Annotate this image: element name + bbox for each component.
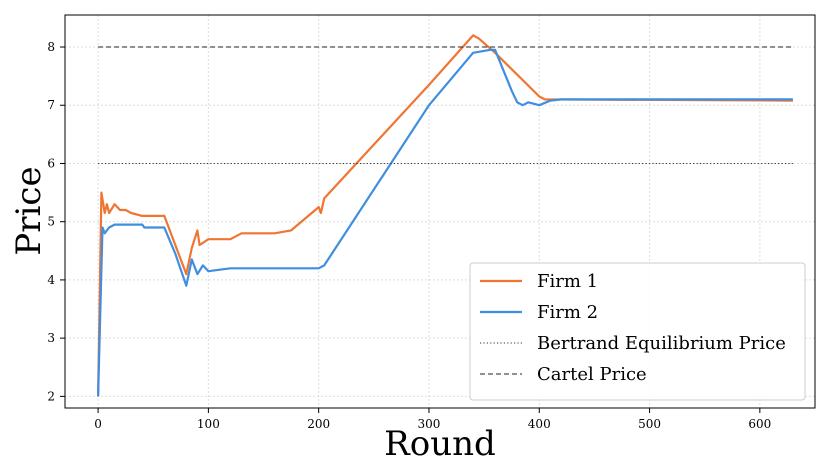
series-line-1: [97, 34, 793, 397]
y-tick-label: 8: [47, 40, 55, 54]
axis-ticks: 0 100 200 300 400 500 600 2 3 4 5 6 7 8: [47, 40, 771, 431]
x-tick-label: 200: [307, 417, 330, 431]
plot-frame: [64, 14, 816, 409]
legend-box: [469, 262, 806, 401]
x-tick-label: 500: [638, 417, 661, 431]
x-tick-label: 400: [528, 417, 551, 431]
y-tick-label: 6: [47, 156, 55, 170]
y-tick-label: 4: [47, 273, 55, 287]
legend-label: Firm 2: [537, 302, 598, 323]
x-tick-label: 0: [94, 417, 102, 431]
y-tick-label: 5: [47, 215, 55, 229]
y-tick-label: 2: [47, 389, 55, 403]
y-axis-label: Price: [9, 166, 49, 255]
legend-label: Bertrand Equilibrium Price: [537, 333, 786, 354]
x-tick-label: 300: [418, 417, 441, 431]
legend-label: Cartel Price: [537, 364, 647, 385]
legend-entries: Firm 1 Firm 2 Bertrand Equilibrium Price Ca…: [480, 271, 786, 385]
x-tick-label: 600: [748, 417, 771, 431]
x-tick-label: 100: [197, 417, 220, 431]
y-tick-label: 7: [47, 98, 55, 112]
series-lines: [97, 34, 793, 397]
legend-label: Firm 1: [537, 271, 598, 292]
y-tick-label: 3: [47, 331, 55, 345]
legend: Firm 1 Firm 2 Bertrand Equilibrium Price Ca…: [469, 262, 806, 401]
x-axis-label: Round: [384, 424, 496, 464]
series-line-2: [97, 48, 793, 397]
